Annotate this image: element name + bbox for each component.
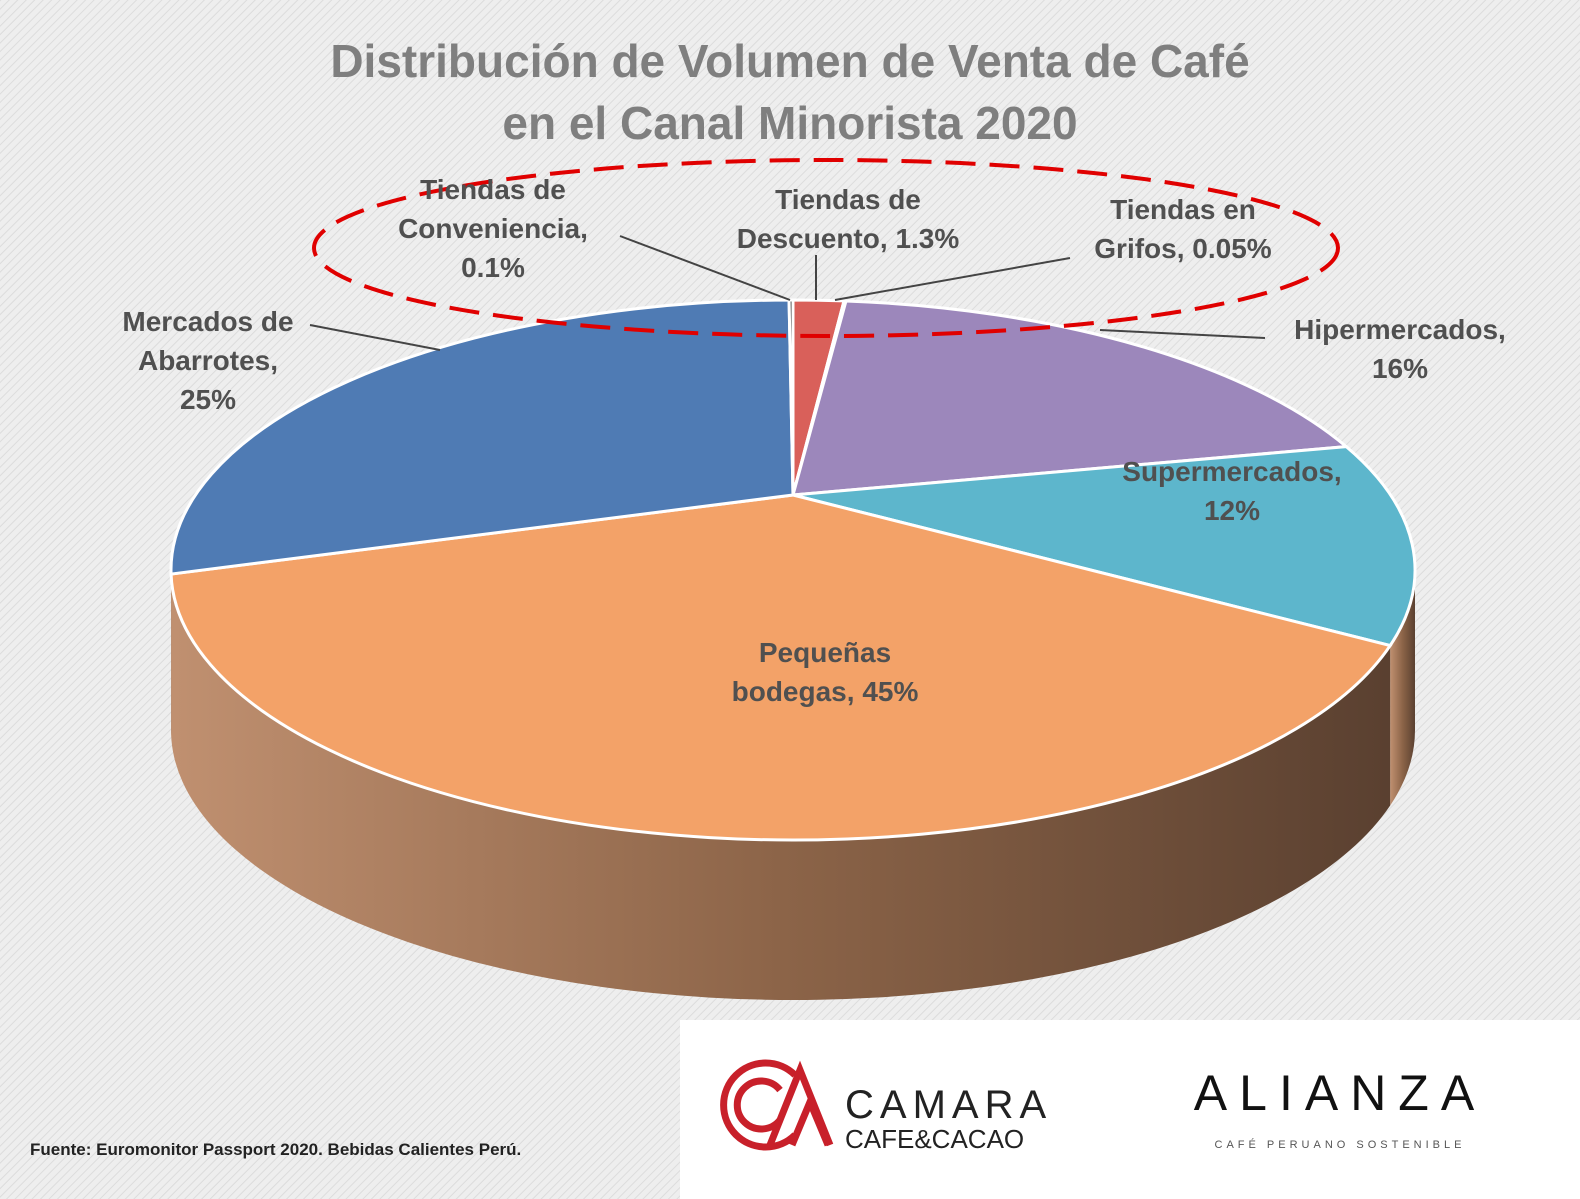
data-label: Tiendas de Conveniencia, 0.1%	[383, 170, 603, 287]
label-category: Hipermercados,	[1294, 314, 1506, 345]
data-label: Hipermercados, 16%	[1280, 310, 1520, 388]
data-label: Tiendas de Descuento, 1.3%	[718, 180, 978, 258]
data-label: Mercados de Abarrotes, 25%	[118, 302, 298, 419]
label-category: Mercados de Abarrotes,	[122, 306, 294, 376]
label-category: Tiendas de Descuento,	[736, 184, 921, 254]
label-value: 1.3%	[895, 223, 960, 254]
logo-art: CAMARA CAFE&CACAO ALIANZA CAFÉ PERUANO S…	[720, 1059, 1486, 1154]
slice	[169, 493, 1393, 842]
source: Fuente: Euromonitor Passport 2020. Bebid…	[30, 1140, 522, 1159]
data-label: Supermercados, 12%	[1092, 452, 1372, 530]
slice	[792, 445, 1417, 648]
label-category: Supermercados,	[1122, 456, 1342, 487]
highlight-ellipse	[312, 158, 1340, 338]
leader-line	[1099, 329, 1266, 339]
label-value: 12%	[1203, 495, 1261, 526]
data-label: Pequeñas bodegas, 45%	[725, 633, 925, 711]
pie	[169, 298, 1417, 1000]
alianza-name: ALIANZA	[1194, 1065, 1486, 1121]
logos: CAMARA CAFE&CACAO ALIANZA CAFÉ PERUANO S…	[680, 1020, 1580, 1199]
slice	[790, 299, 1350, 497]
label-category: Tiendas de Conveniencia,	[398, 174, 588, 244]
slice	[169, 298, 795, 576]
label-value: 0.1%	[461, 252, 525, 283]
leader-line	[309, 324, 441, 351]
slice-side	[171, 574, 1391, 1000]
label-value: 45%	[862, 676, 919, 707]
label-value: 25%	[179, 384, 237, 415]
data-label: Tiendas en Grifos, 0.05%	[1063, 190, 1303, 268]
slice-side	[1390, 570, 1415, 806]
chart-title: Distribución de Volumen de Venta de Café…	[330, 35, 1250, 149]
label-value: 16%	[1371, 353, 1429, 384]
leader-line	[619, 235, 791, 301]
camara-icon	[720, 1059, 834, 1151]
alianza-sub: CAFÉ PERUANO SOSTENIBLE	[1215, 1138, 1466, 1151]
leader-line	[834, 257, 1071, 301]
label-value: 0.05%	[1192, 233, 1272, 264]
camara-sub: CAFE&CACAO	[845, 1124, 1024, 1154]
label-category: Tiendas en Grifos,	[1094, 194, 1256, 264]
label-category: Pequeñas bodegas,	[731, 637, 892, 707]
camara-name: CAMARA	[845, 1083, 1052, 1127]
